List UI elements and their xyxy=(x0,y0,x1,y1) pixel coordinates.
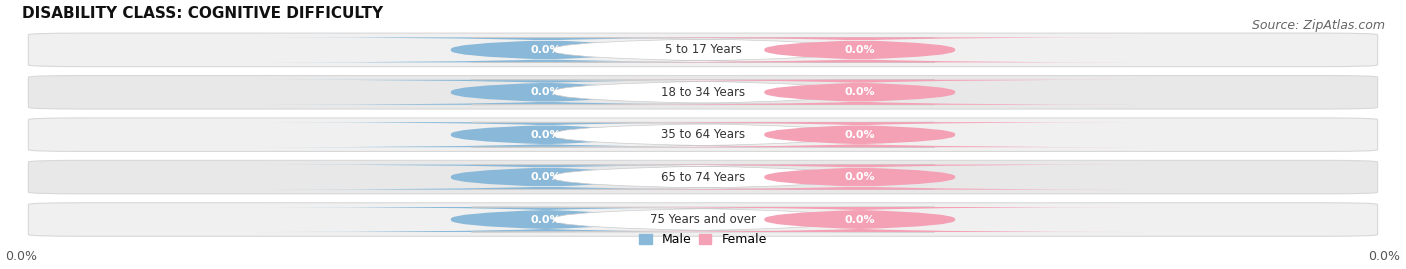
FancyBboxPatch shape xyxy=(471,80,935,105)
FancyBboxPatch shape xyxy=(28,76,1378,109)
Text: 0.0%: 0.0% xyxy=(845,87,875,97)
FancyBboxPatch shape xyxy=(260,165,832,190)
Text: 0.0%: 0.0% xyxy=(845,130,875,140)
FancyBboxPatch shape xyxy=(260,37,832,62)
Text: 5 to 17 Years: 5 to 17 Years xyxy=(665,43,741,56)
FancyBboxPatch shape xyxy=(574,122,1146,147)
FancyBboxPatch shape xyxy=(471,165,935,190)
Text: 18 to 34 Years: 18 to 34 Years xyxy=(661,86,745,99)
FancyBboxPatch shape xyxy=(260,207,832,232)
Text: 0.0%: 0.0% xyxy=(845,214,875,225)
Text: DISABILITY CLASS: COGNITIVE DIFFICULTY: DISABILITY CLASS: COGNITIVE DIFFICULTY xyxy=(21,6,382,20)
FancyBboxPatch shape xyxy=(574,80,1146,105)
Text: 0.0%: 0.0% xyxy=(531,87,561,97)
Text: 0.0%: 0.0% xyxy=(531,45,561,55)
FancyBboxPatch shape xyxy=(28,33,1378,67)
FancyBboxPatch shape xyxy=(260,122,832,147)
FancyBboxPatch shape xyxy=(28,118,1378,151)
FancyBboxPatch shape xyxy=(574,207,1146,232)
Text: 75 Years and over: 75 Years and over xyxy=(650,213,756,226)
Text: 0.0%: 0.0% xyxy=(531,214,561,225)
Legend: Male, Female: Male, Female xyxy=(634,228,772,252)
FancyBboxPatch shape xyxy=(471,37,935,62)
Text: 0.0%: 0.0% xyxy=(845,172,875,182)
FancyBboxPatch shape xyxy=(260,80,832,105)
FancyBboxPatch shape xyxy=(28,203,1378,236)
Text: 0.0%: 0.0% xyxy=(531,130,561,140)
FancyBboxPatch shape xyxy=(28,160,1378,194)
Text: 65 to 74 Years: 65 to 74 Years xyxy=(661,171,745,184)
Text: Source: ZipAtlas.com: Source: ZipAtlas.com xyxy=(1251,19,1385,32)
FancyBboxPatch shape xyxy=(574,165,1146,190)
FancyBboxPatch shape xyxy=(574,37,1146,62)
FancyBboxPatch shape xyxy=(471,207,935,232)
Text: 0.0%: 0.0% xyxy=(531,172,561,182)
Text: 0.0%: 0.0% xyxy=(845,45,875,55)
FancyBboxPatch shape xyxy=(471,122,935,147)
Text: 35 to 64 Years: 35 to 64 Years xyxy=(661,128,745,141)
